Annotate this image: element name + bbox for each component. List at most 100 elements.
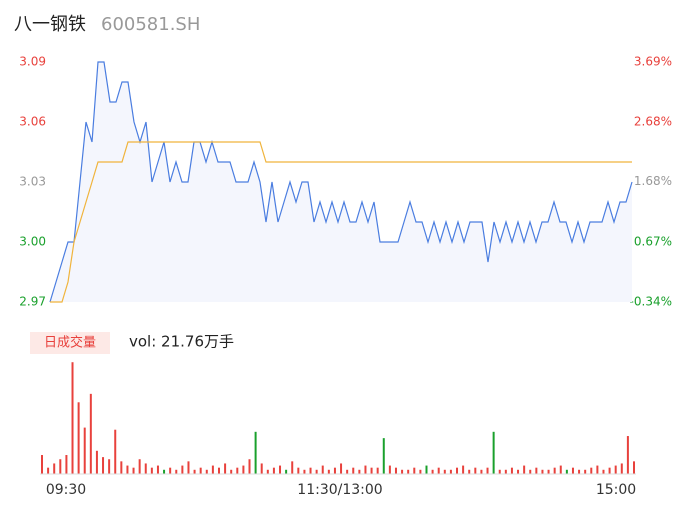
volume-bar <box>138 459 141 474</box>
volume-bar <box>309 467 312 474</box>
volume-bar <box>571 467 574 474</box>
volume-bar <box>327 469 330 474</box>
chart-title: 八一钢铁 <box>14 14 86 35</box>
volume-bar <box>114 429 117 474</box>
volume-bar <box>254 431 257 474</box>
volume-bar <box>456 467 459 474</box>
volume-bar <box>596 465 599 474</box>
volume-bar <box>633 461 635 474</box>
volume-bar <box>193 469 196 474</box>
y2-tick-label: 2.68% <box>634 115 672 129</box>
volume-bar <box>132 467 135 474</box>
volume-bar <box>205 469 208 474</box>
volume-bar <box>559 465 562 474</box>
chart-subtitle: 600581.SH <box>101 14 200 35</box>
volume-bar <box>376 467 379 474</box>
volume-bar <box>108 459 111 474</box>
volume-bar <box>156 465 159 474</box>
volume-bar <box>394 467 397 474</box>
volume-bar <box>260 463 263 474</box>
volume-bar <box>120 461 123 474</box>
volume-bar <box>449 469 452 474</box>
price-line <box>49 61 633 303</box>
volume-bar <box>401 469 404 474</box>
volume-bar <box>370 467 373 474</box>
volume-bar <box>565 469 568 474</box>
volume-bar <box>419 469 422 474</box>
badge-bg <box>30 332 110 354</box>
volume-bar <box>65 455 68 474</box>
y2-tick-label: 0.67% <box>634 234 672 248</box>
volume-bar <box>431 469 434 474</box>
volume-bar <box>230 469 233 474</box>
volume-bar <box>102 457 105 474</box>
volume-bar <box>486 467 489 474</box>
volume-bar <box>584 469 587 474</box>
volume-bar <box>181 465 184 474</box>
volume-bar <box>59 459 62 474</box>
volume-bar <box>321 465 324 474</box>
volume-bar <box>547 469 550 474</box>
volume-bar <box>242 465 245 474</box>
volume-bar <box>626 436 629 474</box>
volume-bar <box>303 469 306 474</box>
volume-bar <box>443 469 446 474</box>
volume-bar <box>126 465 129 474</box>
volume-bar <box>187 461 190 474</box>
volume-bar <box>590 467 593 474</box>
volume-bar <box>163 469 166 474</box>
volume-bar <box>89 393 92 474</box>
volume-badge: 日成交量 <box>44 335 96 351</box>
volume-bar <box>523 465 526 474</box>
volume-bar <box>224 463 227 474</box>
volume-bar <box>553 467 556 474</box>
volume-bar <box>480 469 483 474</box>
volume-bar <box>407 469 410 474</box>
volume-bar <box>236 467 239 474</box>
volume-bar <box>517 469 520 474</box>
volume-bar <box>614 465 617 474</box>
volume-bar <box>474 467 477 474</box>
volume-bar <box>364 465 367 474</box>
volume-bar <box>333 467 336 474</box>
y-tick-label: 3.09 <box>19 55 46 69</box>
volume-bar <box>41 455 43 474</box>
volume-bar <box>285 469 288 474</box>
volume-label: vol: 21.76万手 <box>129 333 234 351</box>
volume-bar <box>248 459 251 474</box>
volume-bar <box>217 467 220 474</box>
volume-bar <box>340 463 343 474</box>
volume-bar <box>437 467 440 474</box>
y-tick-label: 3.00 <box>19 235 46 249</box>
volume-bar <box>620 463 623 474</box>
y2-tick-label: -0.34% <box>630 295 672 309</box>
volume-bar <box>468 469 471 474</box>
volume-bar <box>211 465 214 474</box>
y2-tick-label: 3.69% <box>634 55 672 69</box>
volume-bar <box>602 469 605 474</box>
volume-bar <box>144 463 147 474</box>
y-tick-label: 3.06 <box>19 115 46 129</box>
volume-bar <box>535 467 538 474</box>
volume-bar <box>492 431 495 474</box>
volume-bar <box>272 467 275 474</box>
price-area <box>50 62 632 302</box>
volume-bar <box>77 402 80 474</box>
volume-bar <box>388 465 391 474</box>
volume-bar <box>199 467 202 474</box>
volume-bar <box>358 469 361 474</box>
volume-bar <box>315 469 318 474</box>
x-tick-label: 15:00 <box>596 482 636 498</box>
y2-tick-label: 1.68% <box>634 174 672 188</box>
volume-bar <box>150 467 153 474</box>
volume-bar <box>510 467 513 474</box>
volume-bar <box>352 467 355 474</box>
x-tick-label: 11:30/13:00 <box>297 482 382 498</box>
volume-bar <box>608 467 611 474</box>
volume-bar <box>95 450 98 474</box>
volume-bar <box>498 469 501 474</box>
volume-bar <box>53 463 56 474</box>
volume-bar <box>425 465 428 474</box>
volume-bar <box>175 469 178 474</box>
